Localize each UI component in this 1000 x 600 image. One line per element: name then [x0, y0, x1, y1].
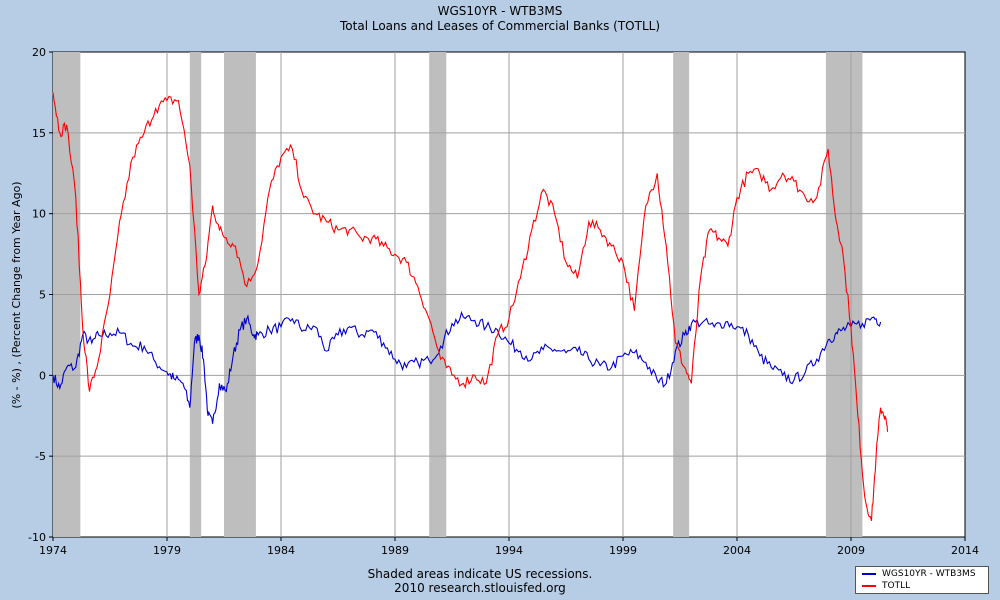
recession-note: Shaded areas indicate US recessions.	[367, 567, 593, 581]
y-tick-label-6: -10	[28, 531, 46, 544]
legend-label-totll: TOTLL	[882, 581, 911, 591]
x-tick-label-7: 2009	[837, 544, 865, 557]
chart-subtitle: Total Loans and Leases of Commercial Ban…	[340, 19, 660, 33]
legend-label-spread: WGS10YR - WTB3MS	[882, 569, 976, 579]
source-credit: 2010 research.stlouisfed.org	[394, 581, 566, 595]
x-tick-label-2: 1984	[267, 544, 295, 557]
legend-swatch-totll	[862, 585, 876, 587]
x-tick-label-6: 2004	[723, 544, 751, 557]
x-tick-label-5: 1999	[609, 544, 637, 557]
series-line-1	[52, 92, 889, 521]
y-tick-label-3: 5	[39, 289, 46, 302]
y-axis-label: (% - %) , (Percent Change from Year Ago)	[10, 181, 23, 408]
y-tick-label-2: 10	[32, 208, 46, 221]
series-layer	[52, 92, 889, 521]
y-tick-label-1: 15	[32, 127, 46, 140]
x-tick-label-1: 1979	[153, 544, 181, 557]
x-tick-label-8: 2014	[951, 544, 979, 557]
x-tick-label-4: 1994	[495, 544, 523, 557]
series-line-0	[52, 310, 882, 424]
y-tick-label-4: 0	[39, 369, 46, 382]
legend: WGS10YR - WTB3MS TOTLL	[855, 566, 989, 594]
y-tick-label-5: -5	[35, 450, 46, 463]
x-tick-label-3: 1989	[381, 544, 409, 557]
legend-swatch-spread	[862, 573, 876, 575]
y-tick-label-0: 20	[32, 46, 46, 59]
chart-title: WGS10YR - WTB3MS	[437, 4, 563, 18]
x-tick-label-0: 1974	[39, 544, 67, 557]
